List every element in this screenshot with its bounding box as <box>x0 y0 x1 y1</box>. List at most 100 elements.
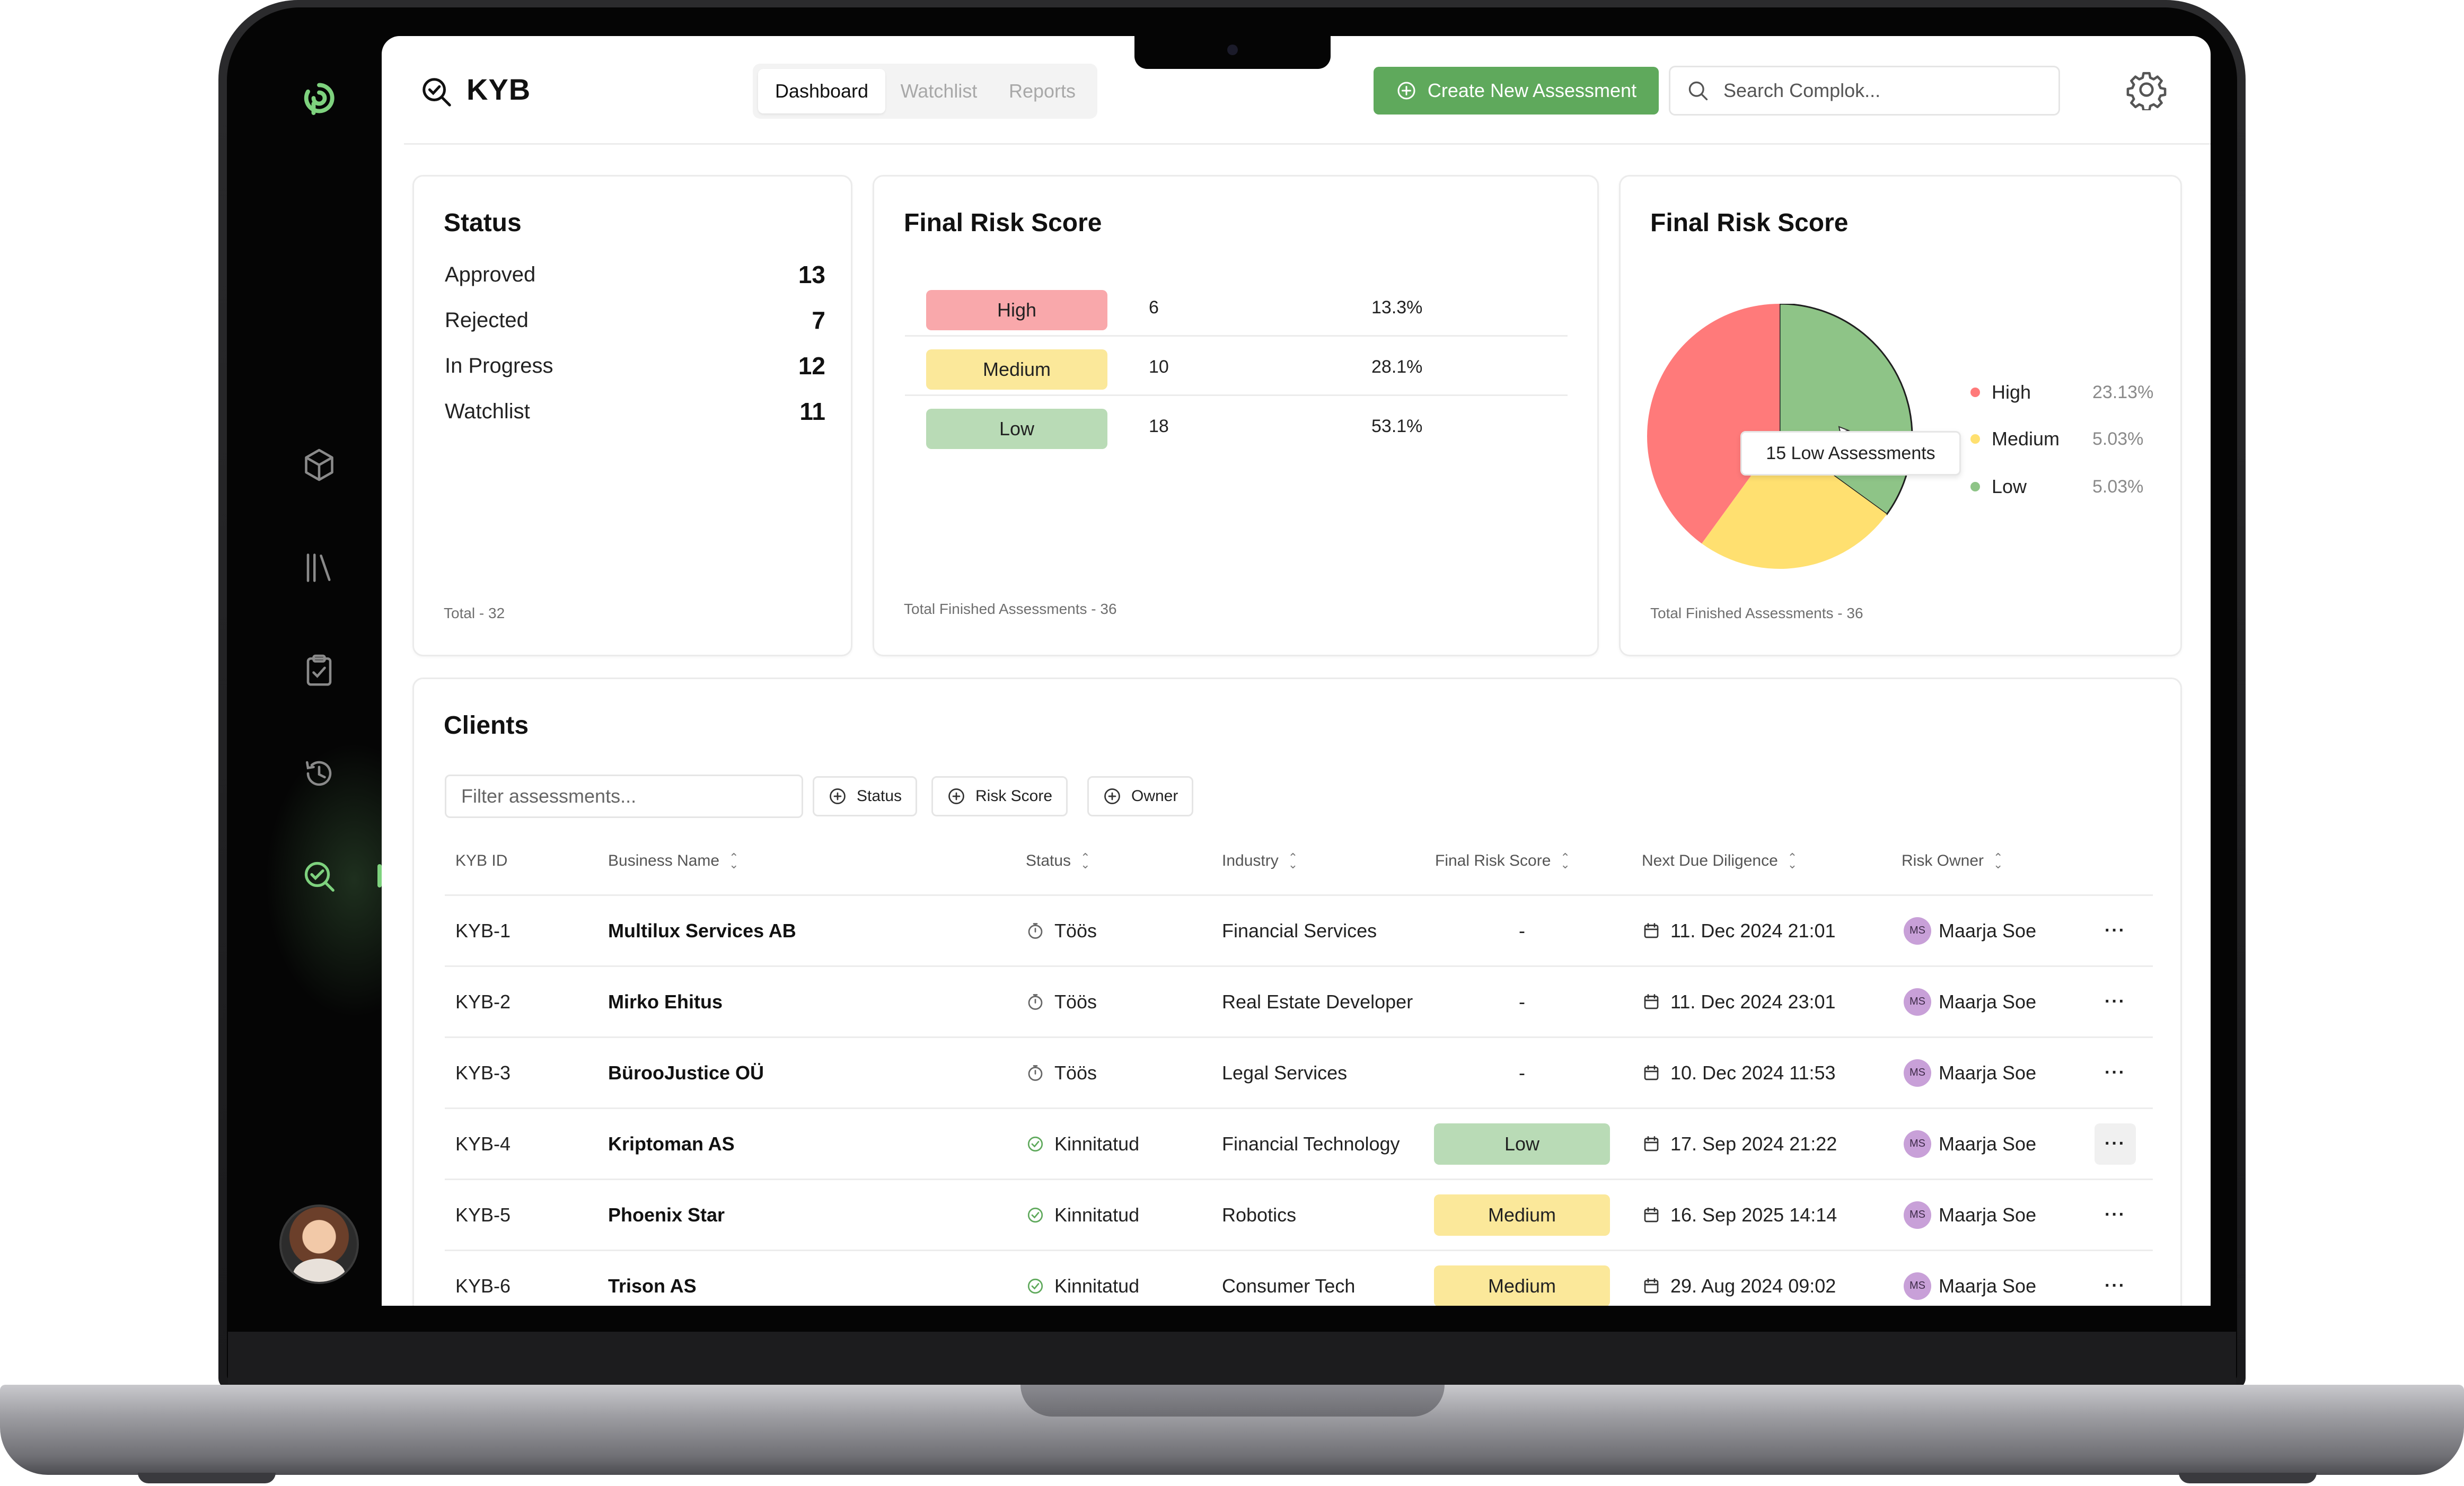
search-input[interactable] <box>1723 80 2041 102</box>
plus-circle-icon <box>830 788 846 804</box>
business-name-cell[interactable]: Phoenix Star <box>608 1203 725 1226</box>
status-cell: Töös <box>1026 967 1097 1036</box>
status-row-rejected: Rejected 7 <box>445 306 825 335</box>
tab-reports[interactable]: Reports <box>1008 80 1076 102</box>
calendar-icon <box>1644 1207 1659 1222</box>
risk-pill-medium: Medium <box>926 349 1107 390</box>
due-date-text: 29. Aug 2024 09:02 <box>1670 1274 1836 1297</box>
more-actions-icon[interactable]: ··· <box>2105 1204 2126 1225</box>
status-cell: Töös <box>1026 896 1097 965</box>
clipboard-check-icon[interactable] <box>300 651 339 690</box>
search-check-icon[interactable] <box>300 857 339 896</box>
pie-chart-card: Final Risk Score 15 Low Assessments High… <box>1619 175 2182 656</box>
column-header-final-risk-score[interactable]: Final Risk Score ⌃ ⌄ <box>1435 828 1570 894</box>
due-date-cell: 16. Sep 2025 14:14 <box>1642 1180 1837 1250</box>
row-actions-cell: ··· <box>2095 967 2136 1036</box>
risk-pill-high: High <box>926 290 1107 330</box>
column-header-industry[interactable]: Industry ⌃ ⌄ <box>1222 828 1298 894</box>
pie-slice-medium[interactable] <box>1702 436 1887 569</box>
status-value: 7 <box>812 306 825 334</box>
kyb-id-cell: KYB-2 <box>455 990 511 1013</box>
more-actions-icon[interactable]: ··· <box>2105 1276 2126 1296</box>
more-actions-icon[interactable]: ··· <box>2095 1123 2136 1165</box>
more-actions-icon[interactable]: ··· <box>2105 1062 2126 1083</box>
owner-name: Maarja Soe <box>1939 1132 2037 1155</box>
chip-label: Risk Score <box>975 787 1053 805</box>
tab-watchlist[interactable]: Watchlist <box>900 80 978 102</box>
calendar-icon <box>1644 922 1659 938</box>
plus-circle-icon <box>948 788 964 804</box>
status-card: Status Approved 13 Rejected 7 In Progress 1… <box>412 175 852 656</box>
owner-filter-chip[interactable]: Owner <box>1087 776 1194 816</box>
risk-owner-cell: MS Maarja Soe <box>1904 896 2036 965</box>
table-row[interactable]: KYB-6 Trison AS Kinnitatud Consumer Tech Med… <box>445 1251 2153 1306</box>
risk-pie-chart[interactable] <box>1647 304 1923 579</box>
industry-cell: Financial Services <box>1222 919 1377 942</box>
business-name-cell[interactable]: Multilux Services AB <box>608 919 796 942</box>
sort-icon: ⌃ ⌄ <box>1787 850 1798 871</box>
due-date-text: 17. Sep 2024 21:22 <box>1670 1132 1837 1155</box>
history-icon[interactable] <box>300 754 339 793</box>
status-filter-chip[interactable]: Status <box>813 776 918 816</box>
more-actions-icon[interactable]: ··· <box>2105 920 2126 940</box>
clients-card: Clients Status Risk Score Owner KYB ID B… <box>412 678 2182 1306</box>
table-row[interactable]: KYB-5 Phoenix Star Kinnitatud Robotics Mediu… <box>445 1180 2153 1251</box>
status-cell: Töös <box>1026 1038 1097 1107</box>
chip-label: Owner <box>1131 787 1178 805</box>
risk-score-cell: Medium <box>1434 1180 1610 1250</box>
tab-dashboard[interactable]: Dashboard <box>758 69 885 113</box>
avatar[interactable] <box>279 1204 359 1284</box>
camera-notch <box>1134 36 1331 69</box>
table-row[interactable]: KYB-2 Mirko Ehitus Töös Real Estate Develop… <box>445 967 2153 1038</box>
more-actions-icon[interactable]: ··· <box>2105 991 2126 1012</box>
row-actions-cell: ··· <box>2095 1038 2136 1107</box>
column-header-business-name[interactable]: Business Name ⌃ ⌄ <box>608 828 739 894</box>
logo-icon[interactable] <box>300 78 339 118</box>
calendar-icon <box>1644 1136 1659 1151</box>
gear-icon[interactable] <box>2126 69 2167 110</box>
timer-icon <box>1028 922 1043 939</box>
column-header-risk-owner[interactable]: Risk Owner ⌃ ⌄ <box>1902 828 2003 894</box>
due-date-cell: 11. Dec 2024 23:01 <box>1642 967 1836 1036</box>
legend-label: Low <box>1992 476 2027 497</box>
sort-icon: ⌃ ⌄ <box>729 850 739 871</box>
risk-score-filter-chip[interactable]: Risk Score <box>931 776 1068 816</box>
status-label: Rejected <box>445 308 529 332</box>
cube-icon[interactable] <box>300 445 339 485</box>
create-assessment-button[interactable]: Create New Assessment <box>1374 67 1659 115</box>
pie-slice-high[interactable] <box>1647 304 1780 544</box>
risk-percent: 53.1% <box>1371 416 1423 436</box>
laptop-foot-right <box>2179 1473 2317 1483</box>
column-header-kyb-id[interactable]: KYB ID <box>455 828 507 894</box>
column-header-label: KYB ID <box>455 852 508 869</box>
sort-icon: ⌃ ⌄ <box>1560 850 1570 871</box>
library-icon[interactable] <box>300 548 339 587</box>
laptop-foot-left <box>138 1473 276 1483</box>
owner-name: Maarja Soe <box>1939 1061 2037 1084</box>
table-row[interactable]: KYB-4 Kriptoman AS Kinnitatud Financial Tec… <box>445 1109 2153 1180</box>
risk-card-title: Final Risk Score <box>904 209 1102 237</box>
sort-icon: ⌃ ⌄ <box>1993 850 2003 871</box>
risk-percent: 28.1% <box>1371 357 1423 377</box>
column-header-next-due-diligence[interactable]: Next Due Diligence ⌃ ⌄ <box>1642 828 1797 894</box>
owner-name: Maarja Soe <box>1939 990 2037 1013</box>
business-name-cell[interactable]: Kriptoman AS <box>608 1132 735 1155</box>
risk-score-cell: Medium <box>1434 1251 1610 1306</box>
risk-score-cell: Low <box>1434 1109 1610 1179</box>
table-row[interactable]: KYB-3 BürooJustice OÜ Töös Legal Services - 1… <box>445 1038 2153 1109</box>
due-date-cell: 11. Dec 2024 21:01 <box>1642 896 1836 965</box>
industry-cell: Real Estate Developer <box>1222 990 1413 1013</box>
pie-total: Total Finished Assessments - 36 <box>1650 605 1863 621</box>
search-box[interactable] <box>1669 66 2060 116</box>
filter-assessments-input[interactable] <box>445 775 803 818</box>
business-name-cell[interactable]: Trison AS <box>608 1274 697 1297</box>
column-header-status[interactable]: Status ⌃ ⌄ <box>1026 828 1090 894</box>
business-name-cell[interactable]: Mirko Ehitus <box>608 990 723 1013</box>
table-row[interactable]: KYB-1 Multilux Services AB Töös Financial S… <box>445 896 2153 967</box>
status-row-watchlist: Watchlist 11 <box>445 397 825 426</box>
check-circle-icon <box>1027 1136 1043 1151</box>
risk-percent: 13.3% <box>1371 297 1423 318</box>
status-label: Approved <box>445 262 536 286</box>
chip-label: Status <box>857 787 902 805</box>
business-name-cell[interactable]: BürooJustice OÜ <box>608 1061 764 1084</box>
